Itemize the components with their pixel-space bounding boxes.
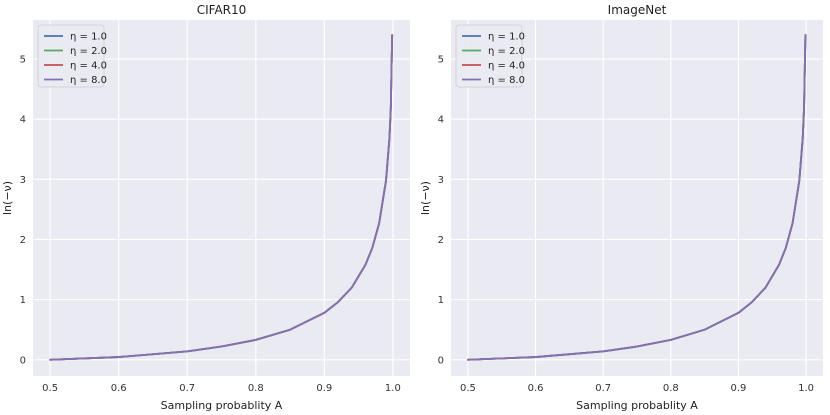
- y-tick-label: 2: [20, 235, 26, 246]
- x-tick-label: 1.0: [798, 383, 814, 394]
- x-tick-label: 0.6: [528, 383, 544, 394]
- series-line-4: [49, 34, 394, 361]
- legend-box: [455, 24, 523, 88]
- y-axis-label: ln(−ν): [1, 181, 14, 215]
- x-tick-label: 0.8: [663, 383, 679, 394]
- x-tick-label: 1.0: [385, 383, 401, 394]
- x-tick-label: 0.5: [42, 383, 58, 394]
- x-axis-label: Sampling probablity A: [576, 399, 698, 412]
- legend-box: [37, 24, 105, 88]
- legend-entry: η = 1.0: [488, 32, 525, 43]
- legend-entry: η = 1.0: [70, 32, 107, 43]
- y-axis-label: ln(−ν): [419, 181, 432, 215]
- legend-entry: η = 2.0: [488, 46, 525, 57]
- y-tick-label: 1: [20, 295, 26, 306]
- x-tick-label: 0.8: [248, 383, 264, 394]
- y-tick-label: 5: [20, 55, 26, 66]
- legend-entry: η = 4.0: [70, 61, 107, 72]
- y-tick-label: 3: [438, 175, 444, 186]
- y-tick-label: 1: [438, 295, 444, 306]
- y-tick-label: 4: [20, 115, 26, 126]
- legend-entry: η = 2.0: [70, 46, 107, 57]
- legend-entry: η = 4.0: [488, 61, 525, 72]
- y-tick-label: 2: [438, 235, 444, 246]
- x-tick-label: 0.6: [111, 383, 127, 394]
- chart-title: ImageNet: [608, 3, 667, 17]
- x-tick-label: 0.9: [316, 383, 332, 394]
- legend-entry: η = 8.0: [488, 75, 525, 86]
- chart-panel-imagenet: 0.5 0.6 0.7 0.8 0.9 1.0 0 1 2 3 4 5 ImageNet Sampling…: [419, 3, 823, 412]
- x-tick-label: 0.7: [595, 383, 611, 394]
- y-tick-label: 5: [438, 55, 444, 66]
- x-tick-label: 0.9: [731, 383, 747, 394]
- series-line-4: [467, 34, 807, 361]
- x-tick-label: 0.7: [179, 383, 195, 394]
- y-tick-label: 4: [438, 115, 444, 126]
- legend-entry: η = 8.0: [70, 75, 107, 86]
- chart-panel-cifar10: 0.5 0.6 0.7 0.8 0.9 1.0 0 1 2 3 4 5 CIFAR10 Sampling …: [1, 3, 410, 412]
- y-tick-label: 3: [20, 175, 26, 186]
- x-axis-label: Sampling probablity A: [161, 399, 283, 412]
- y-tick-label: 0: [438, 355, 444, 366]
- y-tick-label: 0: [20, 355, 26, 366]
- x-tick-label: 0.5: [460, 383, 476, 394]
- chart-title: CIFAR10: [197, 3, 247, 17]
